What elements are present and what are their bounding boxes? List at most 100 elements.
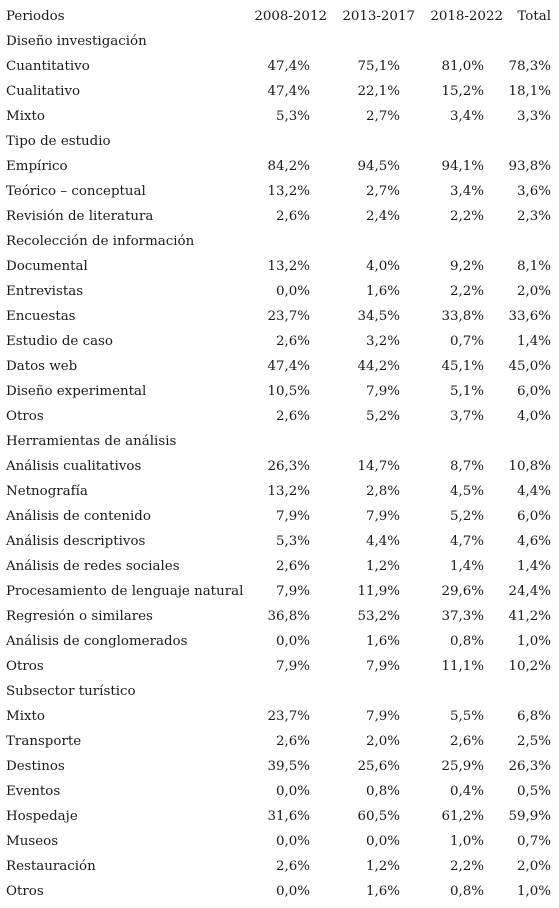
table-row: Otros 7,9% 7,9% 11,1% 10,2% <box>0 654 559 679</box>
cell-value: 33,8% <box>441 309 484 324</box>
row-label: Restauración <box>6 859 96 874</box>
cell-value: 2,0% <box>365 734 400 749</box>
cell-value: 4,7% <box>449 534 484 549</box>
cell-value: 0,8% <box>449 634 484 649</box>
cell-value: 13,2% <box>267 184 310 199</box>
table-row: Datos web 47,4% 44,2% 45,1% 45,0% <box>0 354 559 379</box>
table-row: Hospedaje 31,6% 60,5% 61,2% 59,9% <box>0 804 559 829</box>
cell-value: 2,5% <box>516 734 551 749</box>
cell-value: 1,0% <box>449 834 484 849</box>
section-row: Recolección de información <box>0 229 559 254</box>
cell-value: 2,7% <box>365 109 400 124</box>
cell-value: 6,0% <box>516 384 551 399</box>
cell-value: 23,7% <box>267 709 310 724</box>
cell-value: 0,0% <box>275 284 310 299</box>
cell-value: 47,4% <box>267 59 310 74</box>
cell-value: 94,5% <box>357 159 400 174</box>
cell-value: 4,4% <box>365 534 400 549</box>
table-row: Teórico – conceptual 13,2% 2,7% 3,4% 3,6% <box>0 179 559 204</box>
cell-value: 26,3% <box>508 759 551 774</box>
cell-value: 2,2% <box>449 284 484 299</box>
section-label: Subsector turístico <box>6 684 136 699</box>
cell-value: 81,0% <box>441 59 484 74</box>
cell-value: 2,6% <box>275 409 310 424</box>
cell-value: 0,4% <box>449 784 484 799</box>
header-2013-2017: 2013-2017 <box>342 9 415 24</box>
cell-value: 93,8% <box>508 159 551 174</box>
row-label: Regresión o similares <box>6 609 153 624</box>
cell-value: 1,6% <box>365 634 400 649</box>
row-label: Datos web <box>6 359 78 374</box>
cell-value: 26,3% <box>267 459 310 474</box>
cell-value: 24,4% <box>508 584 551 599</box>
cell-value: 4,0% <box>365 259 400 274</box>
cell-value: 2,7% <box>365 184 400 199</box>
cell-value: 15,2% <box>441 84 484 99</box>
cell-value: 5,1% <box>449 384 484 399</box>
row-label: Otros <box>6 884 44 899</box>
cell-value: 7,9% <box>275 659 310 674</box>
cell-value: 4,6% <box>516 534 551 549</box>
cell-value: 2,6% <box>449 734 484 749</box>
table-row: Análisis de conglomerados 0,0% 1,6% 0,8% 1,0… <box>0 629 559 654</box>
cell-value: 3,4% <box>449 109 484 124</box>
cell-value: 1,4% <box>449 559 484 574</box>
row-label: Análisis de redes sociales <box>6 559 180 574</box>
row-label: Procesamiento de lenguaje natural <box>6 584 244 599</box>
cell-value: 0,0% <box>275 884 310 899</box>
cell-value: 11,9% <box>357 584 400 599</box>
table-row: Restauración 2,6% 1,2% 2,2% 2,0% <box>0 854 559 879</box>
row-label: Análisis de contenido <box>6 509 151 524</box>
cell-value: 7,9% <box>275 584 310 599</box>
cell-value: 31,6% <box>267 809 310 824</box>
row-label: Análisis de conglomerados <box>6 634 188 649</box>
row-label: Análisis descriptivos <box>6 534 146 549</box>
table-row: Empírico 84,2% 94,5% 94,1% 93,8% <box>0 154 559 179</box>
cell-value: 0,0% <box>275 784 310 799</box>
cell-value: 4,5% <box>449 484 484 499</box>
cell-value: 3,4% <box>449 184 484 199</box>
row-label: Otros <box>6 409 44 424</box>
cell-value: 8,1% <box>516 259 551 274</box>
cell-value: 1,2% <box>365 559 400 574</box>
table-row: Netnografía 13,2% 2,8% 4,5% 4,4% <box>0 479 559 504</box>
header-2018-2022: 2018-2022 <box>430 9 503 24</box>
cell-value: 34,5% <box>357 309 400 324</box>
cell-value: 4,0% <box>516 409 551 424</box>
section-row: Tipo de estudio <box>0 129 559 154</box>
cell-value: 59,9% <box>508 809 551 824</box>
table-row: Estudio de caso 2,6% 3,2% 0,7% 1,4% <box>0 329 559 354</box>
section-row: Diseño investigación <box>0 29 559 54</box>
cell-value: 2,0% <box>516 284 551 299</box>
table-row: Diseño experimental 10,5% 7,9% 5,1% 6,0% <box>0 379 559 404</box>
table-row: Mixto 5,3% 2,7% 3,4% 3,3% <box>0 104 559 129</box>
cell-value: 1,4% <box>516 334 551 349</box>
table-body: Diseño investigación Cuantitativo 47,4% 75,… <box>0 29 559 904</box>
table-row: Encuestas 23,7% 34,5% 33,8% 33,6% <box>0 304 559 329</box>
table-row: Cualitativo 47,4% 22,1% 15,2% 18,1% <box>0 79 559 104</box>
cell-value: 6,8% <box>516 709 551 724</box>
section-row: Herramientas de análisis <box>0 429 559 454</box>
cell-value: 13,2% <box>267 259 310 274</box>
cell-value: 47,4% <box>267 359 310 374</box>
table-row: Análisis de contenido 7,9% 7,9% 5,2% 6,0% <box>0 504 559 529</box>
cell-value: 0,7% <box>516 834 551 849</box>
table-row: Regresión o similares 36,8% 53,2% 37,3% 41,2… <box>0 604 559 629</box>
cell-value: 29,6% <box>441 584 484 599</box>
cell-value: 1,0% <box>516 634 551 649</box>
cell-value: 18,1% <box>508 84 551 99</box>
table-row: Mixto 23,7% 7,9% 5,5% 6,8% <box>0 704 559 729</box>
cell-value: 75,1% <box>357 59 400 74</box>
cell-value: 0,5% <box>516 784 551 799</box>
cell-value: 5,3% <box>275 534 310 549</box>
cell-value: 44,2% <box>357 359 400 374</box>
table-row: Documental 13,2% 4,0% 9,2% 8,1% <box>0 254 559 279</box>
section-label: Recolección de información <box>6 234 195 249</box>
header-periodos: Periodos <box>6 9 65 24</box>
cell-value: 45,0% <box>508 359 551 374</box>
cell-value: 8,7% <box>449 459 484 474</box>
table-row: Otros 0,0% 1,6% 0,8% 1,0% <box>0 879 559 904</box>
cell-value: 41,2% <box>508 609 551 624</box>
cell-value: 25,9% <box>441 759 484 774</box>
cell-value: 1,2% <box>365 859 400 874</box>
